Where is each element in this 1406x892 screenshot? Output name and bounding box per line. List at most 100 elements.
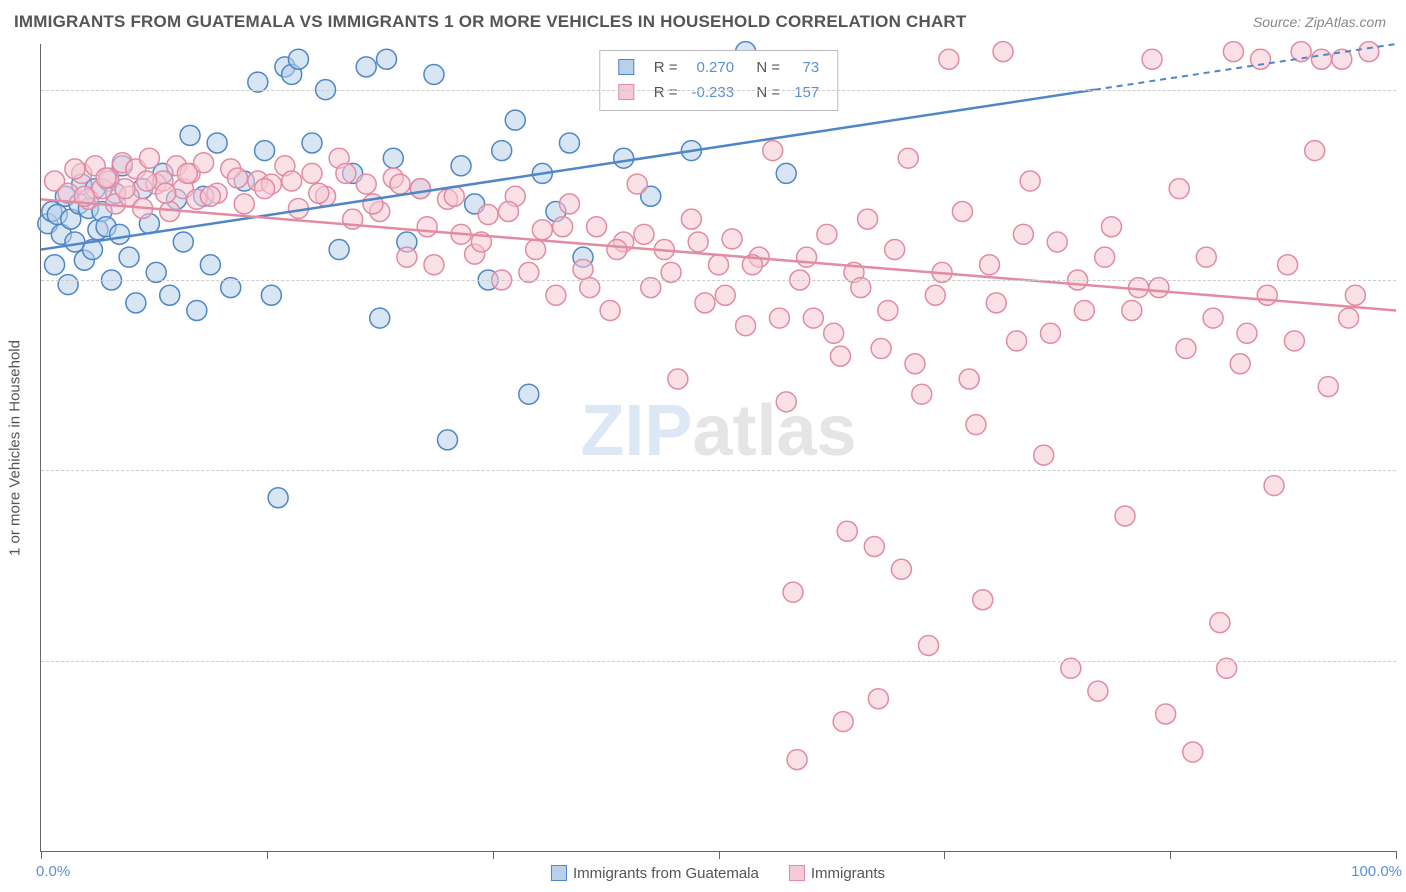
data-point: [1047, 232, 1067, 252]
data-point: [776, 163, 796, 183]
data-point: [329, 240, 349, 260]
data-point: [336, 163, 356, 183]
data-point: [444, 186, 464, 206]
data-point: [715, 285, 735, 305]
y-tick-label: 75.0%: [1402, 462, 1406, 479]
data-point: [878, 300, 898, 320]
trendline-dashed: [1095, 44, 1396, 90]
data-point: [871, 339, 891, 359]
data-point: [607, 240, 627, 260]
stat-r: 0.270: [686, 57, 741, 80]
legend-label: Immigrants from Guatemala: [573, 865, 759, 882]
data-point: [177, 163, 197, 183]
data-point: [1264, 476, 1284, 496]
data-point: [939, 49, 959, 69]
swatch-icon: [551, 865, 567, 881]
data-point: [119, 247, 139, 267]
data-point: [1339, 308, 1359, 328]
data-point: [1237, 323, 1257, 343]
gridline-h: [41, 470, 1396, 471]
data-point: [587, 217, 607, 237]
data-point: [769, 308, 789, 328]
data-point: [410, 179, 430, 199]
gridline-h: [41, 90, 1396, 91]
stats-table: R =0.270 N =73R =-0.233 N =157: [610, 55, 827, 106]
data-point: [268, 488, 288, 508]
data-point: [783, 582, 803, 602]
data-point: [688, 232, 708, 252]
data-point: [722, 229, 742, 249]
data-point: [137, 171, 157, 191]
data-point: [288, 49, 308, 69]
data-point: [1183, 742, 1203, 762]
data-point: [986, 293, 1006, 313]
chart-header: IMMIGRANTS FROM GUATEMALA VS IMMIGRANTS …: [0, 0, 1406, 44]
stats-row: R =-0.233 N =157: [612, 82, 825, 105]
data-point: [600, 300, 620, 320]
data-point: [356, 57, 376, 77]
chart-source: Source: ZipAtlas.com: [1253, 14, 1386, 30]
stat-label: R =: [648, 82, 684, 105]
data-point: [424, 255, 444, 275]
data-point: [1230, 354, 1250, 374]
swatch-icon: [618, 59, 634, 75]
data-point: [255, 141, 275, 161]
y-tick-label: 62.5%: [1402, 652, 1406, 669]
x-tick: [493, 851, 494, 859]
data-point: [1278, 255, 1298, 275]
data-point: [668, 369, 688, 389]
data-point: [438, 430, 458, 450]
data-point: [973, 590, 993, 610]
data-point: [180, 125, 200, 145]
data-point: [424, 64, 444, 84]
plot-container: 1 or more Vehicles in Household ZIPatlas…: [40, 44, 1396, 852]
data-point: [681, 209, 701, 229]
data-point: [505, 110, 525, 130]
data-point: [559, 133, 579, 153]
data-point: [709, 255, 729, 275]
data-point: [905, 354, 925, 374]
data-point: [45, 255, 65, 275]
data-point: [1101, 217, 1121, 237]
gridline-h: [41, 661, 1396, 662]
data-point: [833, 712, 853, 732]
data-point: [526, 240, 546, 260]
data-point: [546, 285, 566, 305]
data-point: [1257, 285, 1277, 305]
data-point: [627, 174, 647, 194]
series-legend: Immigrants from GuatemalaImmigrants: [551, 865, 885, 882]
data-point: [1115, 506, 1135, 526]
data-point: [864, 536, 884, 556]
data-point: [1311, 49, 1331, 69]
data-point: [207, 133, 227, 153]
data-point: [309, 183, 329, 203]
data-point: [110, 224, 130, 244]
data-point: [1034, 445, 1054, 465]
data-point: [898, 148, 918, 168]
data-point: [160, 285, 180, 305]
data-point: [356, 174, 376, 194]
legend-item: Immigrants from Guatemala: [551, 865, 759, 882]
x-min-label: 0.0%: [36, 863, 70, 880]
data-point: [397, 247, 417, 267]
data-point: [925, 285, 945, 305]
data-point: [1122, 300, 1142, 320]
data-point: [1095, 247, 1115, 267]
y-tick-label: 100.0%: [1402, 81, 1406, 98]
data-point: [227, 168, 247, 188]
data-point: [1284, 331, 1304, 351]
data-point: [919, 635, 939, 655]
data-point: [553, 217, 573, 237]
stat-r: -0.233: [686, 82, 741, 105]
data-point: [282, 171, 302, 191]
data-point: [261, 285, 281, 305]
data-point: [959, 369, 979, 389]
data-point: [451, 156, 471, 176]
x-max-label: 100.0%: [1351, 863, 1402, 880]
data-point: [966, 415, 986, 435]
data-point: [498, 201, 518, 221]
data-point: [1332, 49, 1352, 69]
scatter-svg: [41, 44, 1396, 851]
data-point: [126, 293, 146, 313]
data-point: [912, 384, 932, 404]
